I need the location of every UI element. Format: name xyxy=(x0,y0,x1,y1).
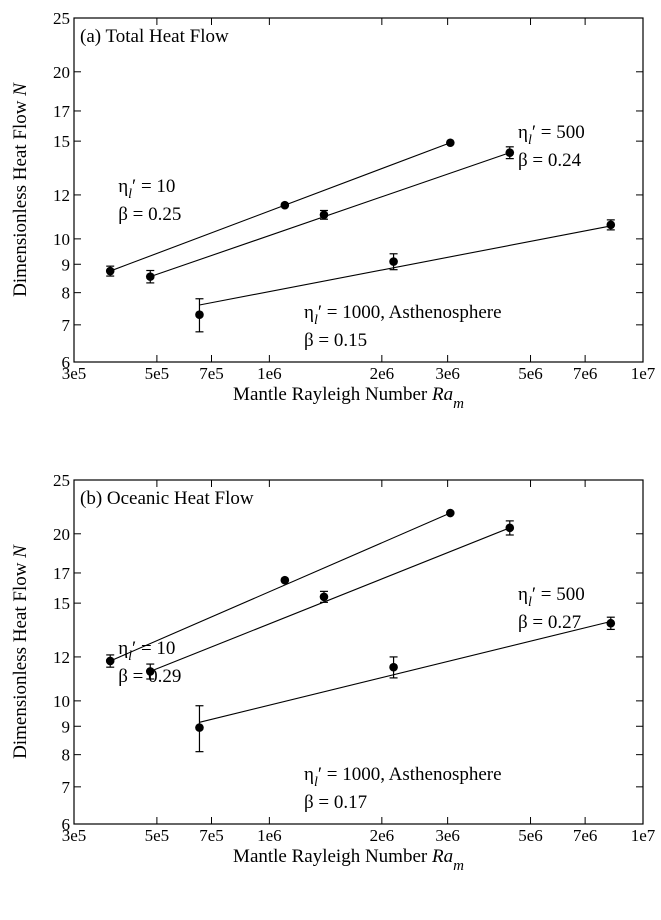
series-beta-label: β = 0.17 xyxy=(304,792,367,813)
data-point xyxy=(195,723,204,732)
series-label: ηl′ = 10 xyxy=(118,638,175,664)
x-tick-label: 5e6 xyxy=(518,826,543,845)
data-point xyxy=(606,220,616,230)
panel-title: (b) Oceanic Heat Flow xyxy=(80,488,254,509)
data-point xyxy=(606,618,616,628)
y-tick-label: 8 xyxy=(62,746,71,765)
y-tick-label: 15 xyxy=(53,594,70,613)
data-point xyxy=(280,575,290,585)
plot-frame xyxy=(73,17,644,363)
fit-line xyxy=(110,142,451,272)
y-tick-label: 25 xyxy=(53,471,70,490)
x-tick-label: 3e6 xyxy=(435,826,460,845)
data-point xyxy=(195,310,204,320)
series-beta-label: β = 0.25 xyxy=(118,204,181,225)
x-tick-label: 2e6 xyxy=(370,364,395,383)
plot-frame xyxy=(73,479,644,825)
series-label: ηl′ = 1000, Asthenosphere xyxy=(304,764,502,790)
x-tick-label: 1e6 xyxy=(257,826,282,845)
series-label: ηl′ = 500 xyxy=(518,122,585,148)
x-tick-label: 7e6 xyxy=(573,364,598,383)
x-axis-label: Mantle Rayleigh Number Ram xyxy=(233,384,464,412)
y-tick-label: 7 xyxy=(62,316,71,335)
fit-line xyxy=(150,527,510,672)
y-tick-label: 15 xyxy=(53,132,70,151)
data-point xyxy=(319,592,329,602)
data-point xyxy=(145,272,155,281)
y-tick-label: 10 xyxy=(53,692,70,711)
series-1: ηl′ = 10β = 0.29 xyxy=(105,508,455,687)
series-1: ηl′ = 10β = 0.25 xyxy=(105,138,455,277)
x-axis-label: Mantle Rayleigh Number Ram xyxy=(233,846,464,874)
data-point xyxy=(105,266,115,276)
y-tick-label: 25 xyxy=(53,9,70,28)
fit-line xyxy=(199,225,611,306)
x-tick-label: 3e5 xyxy=(62,364,87,383)
y-tick-label: 17 xyxy=(53,102,71,121)
y-tick-label: 10 xyxy=(53,230,70,249)
y-tick-label: 12 xyxy=(53,186,70,205)
series-label: ηl′ = 1000, Asthenosphere xyxy=(304,302,502,328)
panel-title: (a) Total Heat Flow xyxy=(80,26,229,47)
y-tick-label: 20 xyxy=(53,525,70,544)
y-tick-label: 12 xyxy=(53,648,70,667)
fit-line xyxy=(109,512,451,662)
y-tick-label: 17 xyxy=(53,564,71,583)
data-point xyxy=(280,200,290,210)
y-tick-label: 20 xyxy=(53,63,70,82)
panel-a: 3e5 5e5 7e5 1e6 2e6 3e6 5e6 7e6 1e7 6 7 8 9 10 12 15 17 2… xyxy=(10,9,656,412)
data-point xyxy=(505,148,515,157)
data-point xyxy=(145,667,155,676)
y-tick-label: 8 xyxy=(62,284,71,303)
y-axis-label: Dimensionless Heat Flow N xyxy=(10,82,31,297)
x-tick-label: 3e5 xyxy=(62,826,87,845)
x-tick-label: 5e5 xyxy=(145,364,170,383)
series-beta-label: β = 0.24 xyxy=(518,150,582,171)
x-tick-label: 2e6 xyxy=(370,826,395,845)
series-beta-label: β = 0.27 xyxy=(518,612,581,633)
x-tick-label: 1e7 xyxy=(631,826,656,845)
x-tick-label: 7e5 xyxy=(199,364,224,383)
fit-line xyxy=(150,152,510,278)
x-tick-label: 3e6 xyxy=(435,364,460,383)
data-point xyxy=(505,523,515,533)
y-tick-label: 7 xyxy=(62,778,71,797)
y-tick-label: 6 xyxy=(62,353,71,372)
data-point xyxy=(389,257,398,266)
data-point xyxy=(319,210,329,220)
series-label: ηl′ = 500 xyxy=(518,584,585,610)
x-tick-label: 5e5 xyxy=(145,826,170,845)
x-tick-label: 7e6 xyxy=(573,826,598,845)
x-tick-label: 1e6 xyxy=(257,364,282,383)
y-tick-label: 6 xyxy=(62,815,71,834)
y-tick-label: 9 xyxy=(62,255,71,274)
x-tick-label: 5e6 xyxy=(518,364,543,383)
series-beta-label: β = 0.15 xyxy=(304,330,367,351)
x-tick-label: 1e7 xyxy=(631,364,656,383)
y-axis-label: Dimensionless Heat Flow N xyxy=(10,544,31,759)
panel-b: 3e5 5e5 7e5 1e6 2e6 3e6 5e6 7e6 1e7 6 7 8 9 10 12 15 17 2… xyxy=(10,471,656,874)
data-point xyxy=(446,138,455,148)
series-label: ηl′ = 10 xyxy=(118,176,175,202)
fit-line xyxy=(199,620,611,723)
data-point xyxy=(105,656,115,666)
data-point xyxy=(389,662,398,672)
x-tick-label: 7e5 xyxy=(199,826,224,845)
y-tick-label: 9 xyxy=(62,717,71,736)
data-point xyxy=(446,508,455,518)
